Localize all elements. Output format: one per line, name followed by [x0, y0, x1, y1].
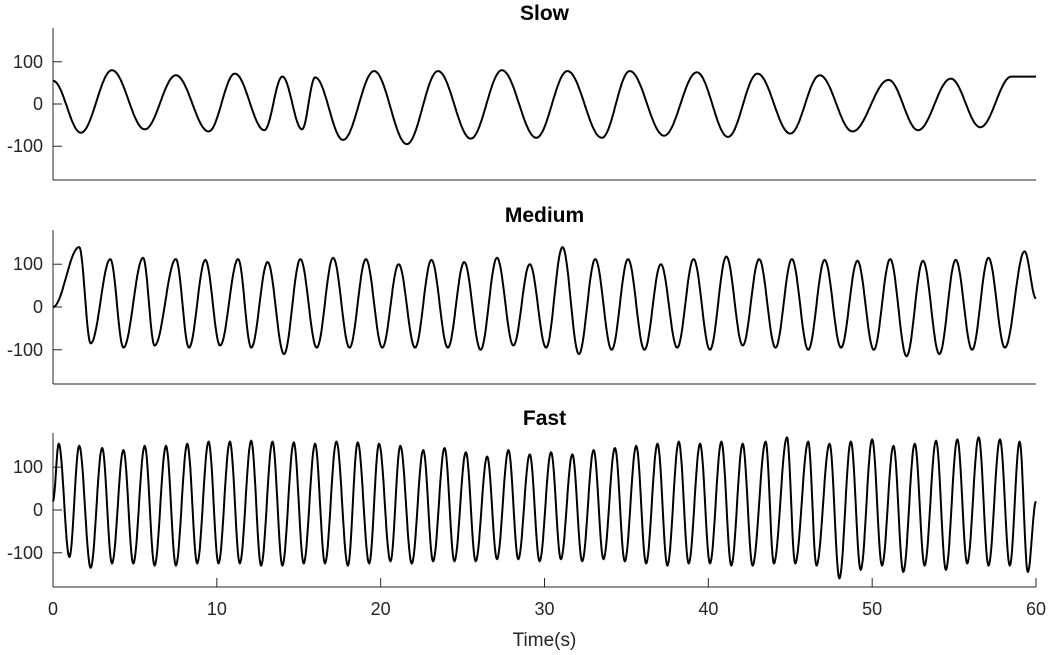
series-line — [52, 69, 1037, 146]
x-tick-label: 0 — [48, 599, 58, 619]
series-line — [52, 436, 1037, 580]
panel-title-slow: Slow — [520, 2, 570, 25]
series-line — [52, 246, 1037, 358]
y-tick-label: 100 — [13, 52, 43, 72]
x-tick-label: 20 — [371, 599, 391, 619]
y-tick-label: -100 — [7, 340, 43, 360]
y-tick-label: 0 — [33, 297, 43, 317]
y-tick-label: 0 — [33, 94, 43, 114]
panel-title-fast: Fast — [523, 407, 566, 430]
y-tick-label: -100 — [7, 136, 43, 156]
y-tick-label: 100 — [13, 457, 43, 477]
x-tick-label: 60 — [1026, 599, 1046, 619]
panel-medium: Medium -100 0 100 — [7, 204, 1037, 385]
panel-slow: Slow -100 0 100 — [7, 2, 1037, 181]
y-tick-label: 100 — [13, 254, 43, 274]
panel-title-medium: Medium — [505, 204, 584, 227]
x-axis-label: Time(s) — [513, 630, 577, 651]
x-tick-label: 40 — [698, 599, 718, 619]
x-tick-label: 30 — [534, 599, 554, 619]
x-tick-label: 10 — [207, 599, 227, 619]
panel-fast: Fast -100 0 100 0 10 20 30 40 50 60 — [7, 407, 1046, 619]
x-tick-label: 50 — [862, 599, 882, 619]
y-tick-label: 0 — [33, 500, 43, 520]
y-tick-label: -100 — [7, 543, 43, 563]
